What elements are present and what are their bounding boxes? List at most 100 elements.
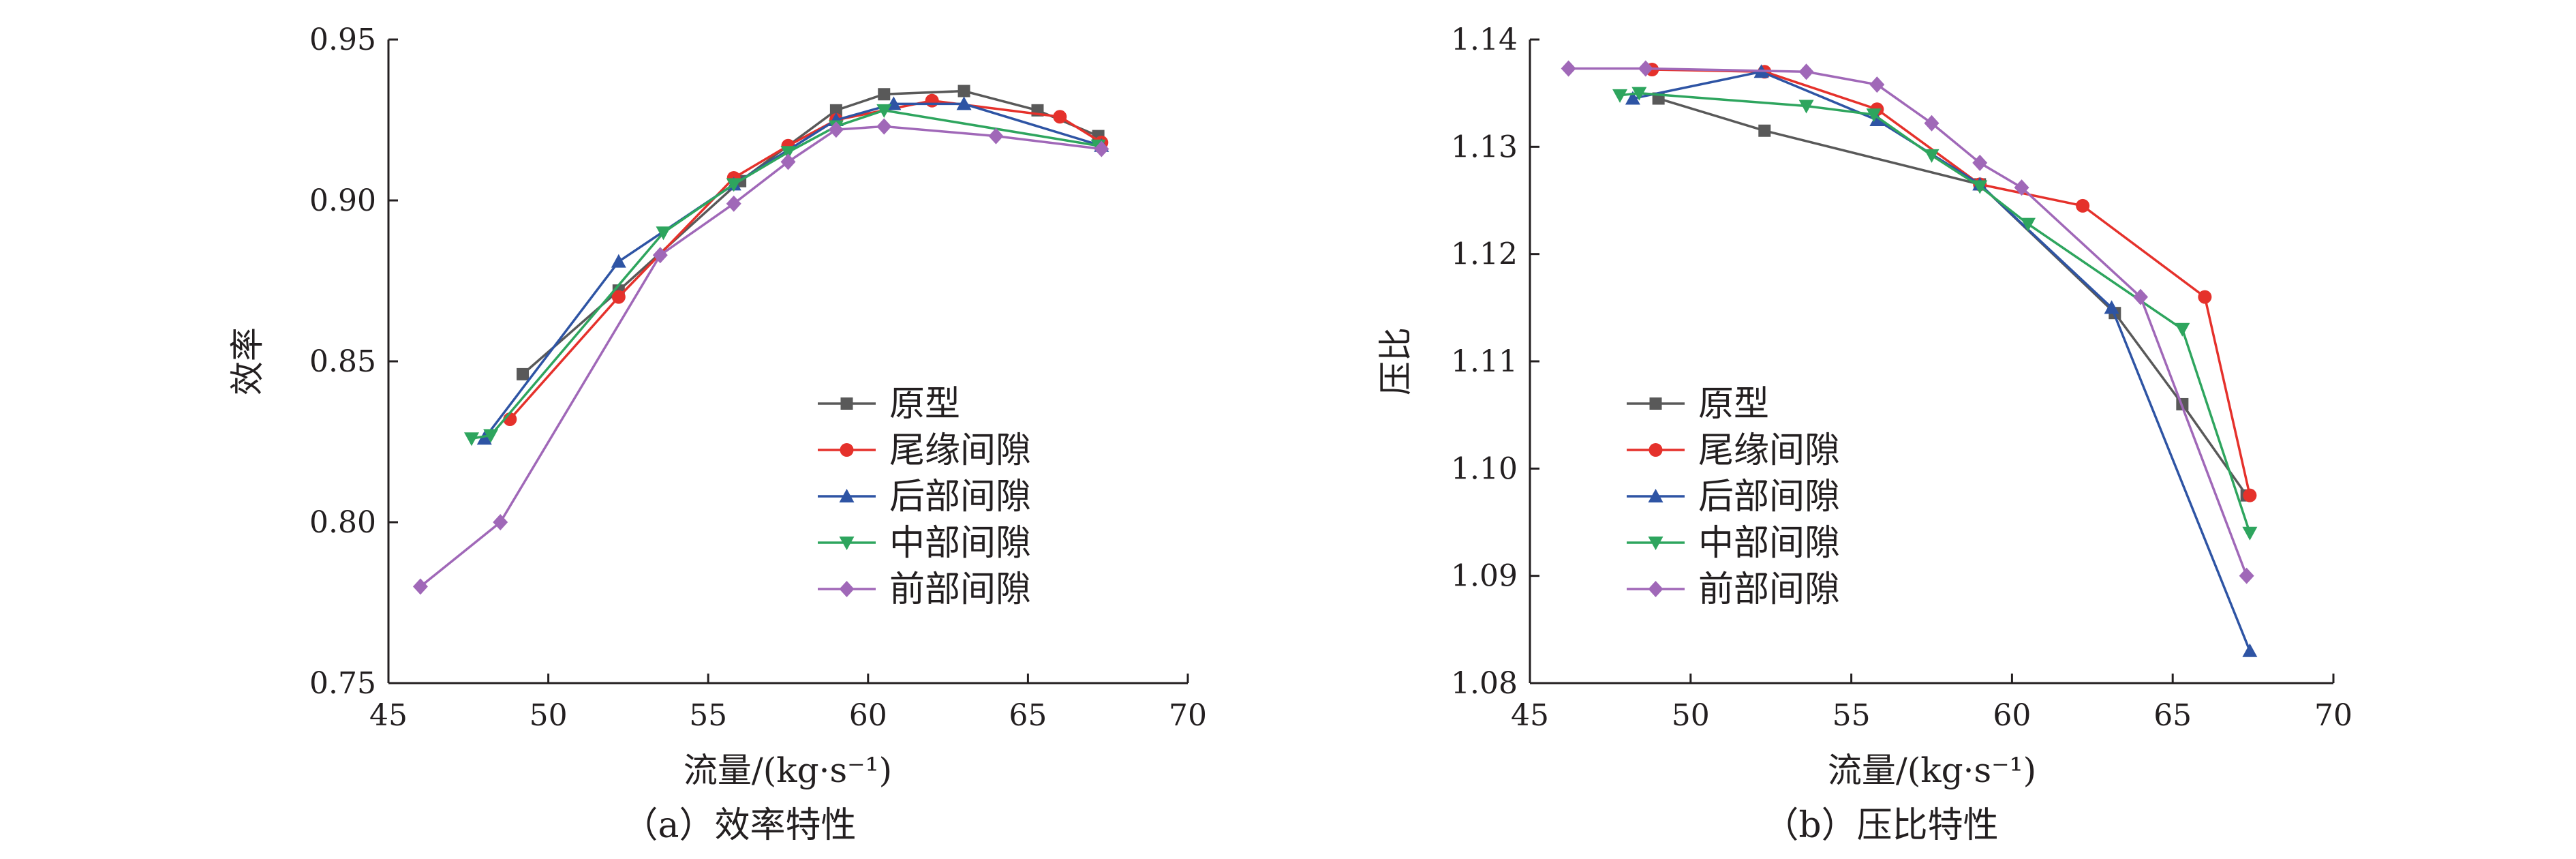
data-point: [2239, 567, 2254, 584]
panel-pressure-ratio: 压比 流量/(kg·s⁻¹) （b）压比特性 45 50 55 60 65 70 1.08 1…: [1376, 22, 2352, 846]
legend-label: 前部间隙: [889, 569, 1031, 610]
x-tick-label: 65: [2153, 698, 2192, 733]
data-point: [1631, 87, 1647, 101]
x-tick-label: 45: [369, 698, 408, 733]
data-point: [878, 88, 891, 101]
data-point: [483, 429, 499, 443]
data-point: [1972, 154, 1988, 171]
y-tick-label: 1.09: [1451, 559, 1518, 594]
data-point: [1798, 63, 1814, 80]
legend-marker: [839, 537, 855, 550]
x-tick-label: 50: [1672, 698, 1710, 733]
data-point: [463, 432, 479, 447]
data-point: [2198, 290, 2212, 304]
y-tick-label: 1.11: [1451, 344, 1518, 379]
data-point: [1094, 140, 1109, 157]
legend-marker: [840, 397, 853, 410]
data-point: [1924, 149, 1939, 163]
data-point: [2242, 643, 2258, 657]
data-point: [1758, 124, 1771, 137]
data-point: [1869, 76, 1885, 93]
legend-marker: [1649, 443, 1663, 457]
y-axis-label: 效率: [228, 327, 267, 395]
legend-marker: [839, 581, 855, 597]
legend-marker: [1648, 537, 1663, 550]
series-line: [483, 102, 1102, 440]
data-point: [1924, 115, 1939, 132]
legend-label: 尾缘间隙: [889, 430, 1031, 471]
y-tick-label: 0.95: [309, 22, 376, 57]
data-point: [829, 104, 842, 117]
panel-efficiency: 效率 流量/(kg·s⁻¹) （a）效率特性 45 50 55 60 65 70 0.75 0…: [228, 22, 1207, 846]
data-point: [1869, 112, 1885, 126]
data-point: [957, 85, 970, 97]
data-point: [956, 96, 972, 110]
x-tick-label: 55: [689, 698, 727, 733]
data-point: [780, 146, 796, 160]
y-axis-label: 压比: [1376, 327, 1415, 395]
panel-caption: （a）效率特性: [622, 805, 856, 846]
legend-marker: [839, 489, 855, 502]
y-tick-label: 0.90: [309, 183, 376, 218]
data-point: [876, 104, 892, 118]
data-point: [925, 93, 939, 108]
data-point: [988, 127, 1004, 145]
x-tick-label: 70: [1169, 698, 1207, 733]
x-tick-label: 55: [1833, 698, 1871, 733]
y-tick-label: 0.75: [309, 666, 376, 701]
legend-label: 原型: [889, 384, 960, 425]
data-point: [1972, 180, 1988, 194]
data-point: [2076, 198, 2090, 213]
data-point: [2133, 288, 2149, 305]
legend-label: 后部间隙: [1698, 477, 1840, 517]
series-line: [471, 109, 1099, 440]
y-tick-label: 1.08: [1451, 666, 1518, 701]
legend-label: 中部间隙: [1698, 523, 1840, 564]
x-tick-label: 50: [530, 698, 568, 733]
series-line: [521, 89, 1099, 376]
data-point: [2243, 488, 2257, 502]
data-point: [412, 578, 428, 595]
legend-marker: [1649, 397, 1662, 410]
panel-caption: （b）压比特性: [1763, 805, 1998, 846]
legend-label: 原型: [1698, 384, 1769, 425]
legend-label: 前部间隙: [1698, 569, 1840, 610]
y-tick-label: 1.10: [1451, 451, 1518, 486]
legend-marker: [1648, 489, 1663, 502]
legend-label: 后部间隙: [889, 477, 1031, 517]
y-tick-label: 0.85: [309, 344, 376, 379]
data-point: [517, 367, 530, 380]
data-point: [611, 290, 626, 304]
x-tick-label: 60: [1993, 698, 2031, 733]
series-line: [508, 99, 1103, 421]
data-point: [1638, 60, 1653, 77]
data-point: [1866, 108, 1882, 123]
data-point: [1561, 60, 1576, 77]
data-point: [656, 226, 671, 241]
series-line: [1568, 67, 2248, 577]
legend-label: 中部间隙: [889, 523, 1031, 564]
x-axis-label: 流量/(kg·s⁻¹): [1828, 751, 2036, 790]
y-tick-label: 1.12: [1451, 237, 1518, 272]
y-tick-label: 1.14: [1451, 22, 1518, 57]
data-point: [611, 254, 626, 268]
data-point: [1053, 110, 1067, 124]
series-line: [419, 125, 1102, 588]
data-point: [876, 118, 892, 135]
data-point: [1798, 100, 1814, 114]
legend-marker: [840, 443, 854, 457]
data-point: [1625, 91, 1640, 105]
x-tick-label: 70: [2314, 698, 2352, 733]
series-line: [1632, 70, 2252, 652]
data-point: [2104, 300, 2119, 314]
data-point: [2020, 217, 2036, 232]
data-point: [493, 514, 508, 530]
data-point: [726, 195, 741, 212]
y-tick-label: 0.80: [309, 505, 376, 540]
y-tick-label: 1.13: [1451, 130, 1518, 164]
data-point: [828, 121, 844, 138]
data-point: [780, 153, 796, 170]
data-point: [476, 431, 492, 445]
data-point: [652, 247, 668, 264]
